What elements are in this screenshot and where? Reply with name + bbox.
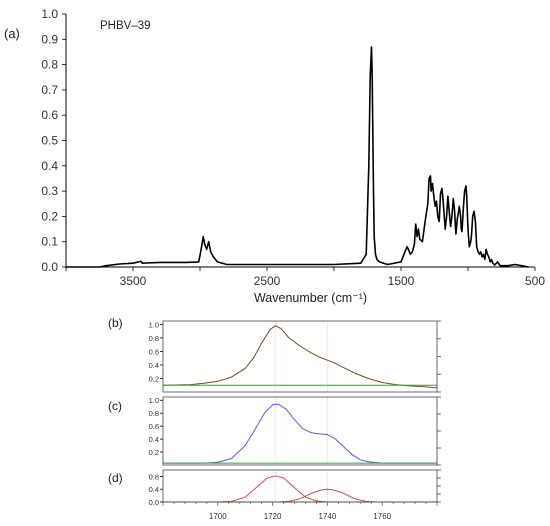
chart-annotation: PHBV–39 (100, 20, 151, 32)
y-tick-label-a-2: 0.2 (41, 209, 58, 223)
series-line-c-0 (163, 403, 437, 464)
y-tick-label-a-4: 0.4 (41, 159, 58, 173)
y-tick-label-a-5: 0.5 (41, 134, 58, 148)
x-tick-label-d-1: 1720 (264, 512, 282, 521)
panel-frame-b (162, 320, 438, 393)
y-tick-label-c-4: 1.0 (149, 396, 159, 405)
x-tick-label-d-0: 1700 (209, 512, 227, 521)
y-tick-label-d-0: 0.0 (149, 498, 159, 507)
y-tick-label-a-7: 0.7 (41, 83, 58, 97)
panel-label-d: (d) (108, 471, 123, 485)
y-tick-label-c-1: 0.4 (149, 435, 159, 444)
series-line-d-0 (217, 475, 339, 503)
y-tick-label-b-4: 1.0 (149, 320, 159, 329)
y-tick-label-d-1: 0.4 (149, 485, 159, 494)
x-tick-label-a-3: 500 (525, 274, 545, 288)
x-tick-label-d-3: 1760 (373, 512, 391, 521)
y-tick-label-a-1: 0.1 (41, 235, 58, 249)
y-tick-label-b-0: 0.2 (149, 374, 159, 383)
y-tick-label-a-3: 0.3 (41, 184, 58, 198)
panel-frame-d (162, 469, 438, 503)
y-tick-label-b-3: 0.8 (149, 334, 159, 343)
y-tick-label-a-10: 1.0 (41, 7, 58, 21)
series-line-d-1 (278, 488, 377, 503)
y-tick-label-a-8: 0.8 (41, 58, 58, 72)
y-tick-label-a-9: 0.9 (41, 32, 58, 46)
x-tick-label-a-2: 1500 (388, 274, 415, 288)
y-tick-label-b-2: 0.6 (149, 347, 159, 356)
y-tick-label-c-3: 0.8 (149, 409, 159, 418)
x-tick-label-a-0: 3500 (120, 274, 147, 288)
y-tick-label-d-2: 0.8 (149, 472, 159, 481)
series-line-b-0 (162, 325, 438, 389)
y-tick-label-b-1: 0.4 (149, 361, 159, 370)
x-tick-label-d-2: 1740 (319, 512, 337, 521)
y-tick-label-a-0: 0.0 (41, 260, 58, 274)
panel-label-c: (c) (108, 399, 122, 413)
panel-frame-c (162, 396, 438, 466)
panel-label-a: (a) (4, 26, 20, 41)
x-axis-label: Wavenumber (cm⁻¹) (254, 291, 367, 305)
x-tick-label-a-1: 2500 (254, 274, 281, 288)
y-tick-label-c-2: 0.6 (149, 422, 159, 431)
y-tick-label-c-0: 0.2 (149, 448, 159, 457)
y-tick-label-a-6: 0.6 (41, 108, 58, 122)
series-line-a-0 (66, 46, 529, 268)
panel-label-b: (b) (108, 316, 123, 330)
